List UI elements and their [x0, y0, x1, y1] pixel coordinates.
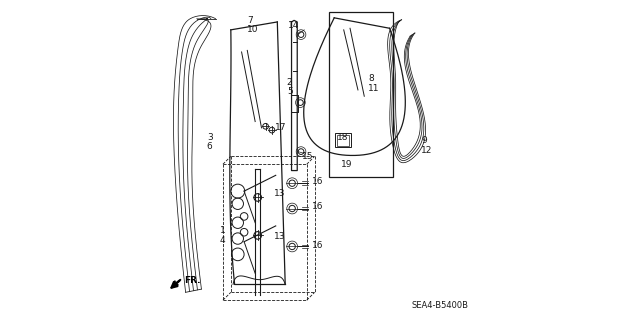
Text: 16: 16	[312, 241, 324, 250]
Text: 7: 7	[247, 16, 253, 25]
Bar	[335, 133, 351, 147]
Text: 5: 5	[287, 87, 292, 96]
Text: 16: 16	[312, 177, 324, 186]
Text: 16: 16	[312, 203, 324, 211]
Text: 12: 12	[421, 145, 433, 154]
Text: 6: 6	[207, 142, 212, 151]
Text: 3: 3	[207, 133, 212, 142]
Text: 9: 9	[421, 136, 427, 145]
Bar	[337, 136, 349, 145]
Text: 13: 13	[274, 233, 285, 241]
Text: 10: 10	[247, 25, 259, 34]
Text: 17: 17	[275, 123, 287, 132]
Text: FR.: FR.	[184, 276, 200, 285]
Text: 18: 18	[337, 133, 349, 143]
Text: 11: 11	[368, 84, 380, 93]
Text: 8: 8	[368, 74, 374, 83]
Text: 14: 14	[289, 21, 300, 30]
Text: 13: 13	[274, 189, 285, 198]
Bar	[330, 12, 393, 177]
Text: 1: 1	[220, 226, 225, 235]
Text: 19: 19	[340, 160, 352, 169]
Text: 2: 2	[287, 78, 292, 86]
Text: SEA4-B5400B: SEA4-B5400B	[412, 301, 468, 310]
Text: 15: 15	[301, 152, 313, 161]
Text: 4: 4	[220, 236, 225, 245]
